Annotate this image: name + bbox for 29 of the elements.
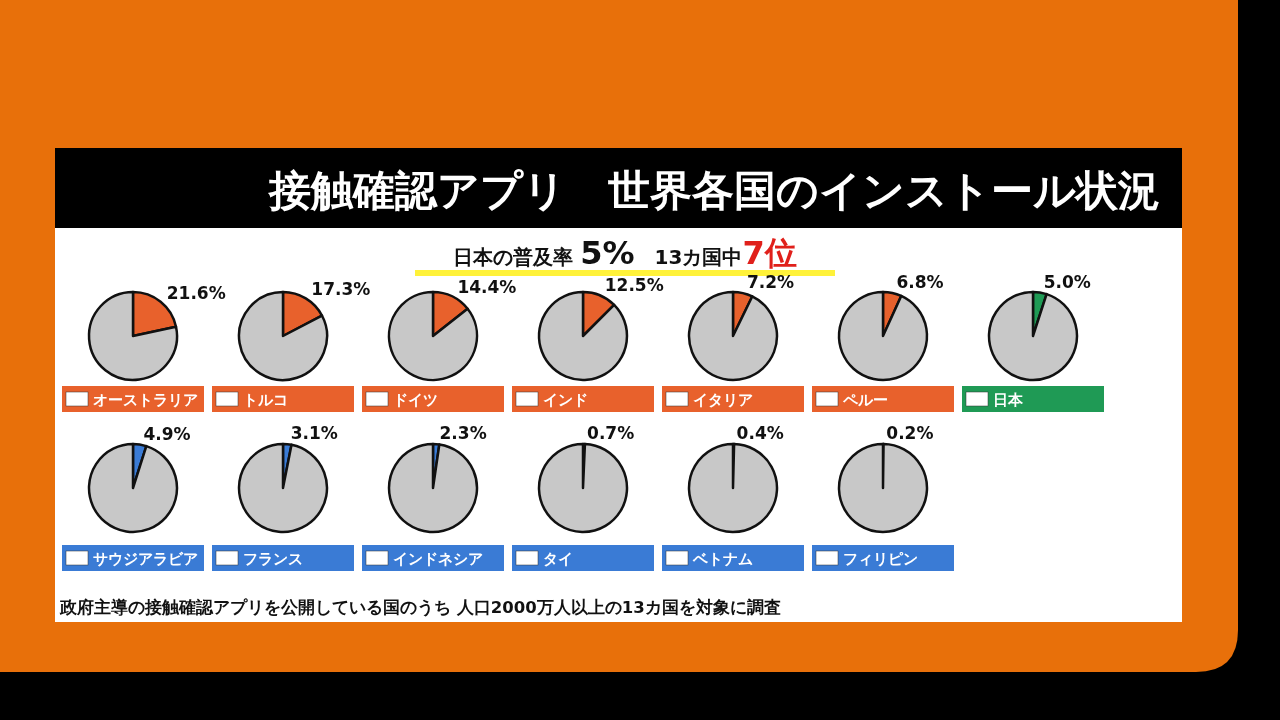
data-label: 0.2%: [886, 423, 934, 443]
text: オーストラリア: [93, 391, 198, 409]
text: 日本の普及率 5% 13カ国中7位: [453, 234, 797, 272]
text: 接触確認アプリ 世界各国のインストール状況: [267, 166, 1160, 215]
data-label: 6.8%: [896, 272, 944, 293]
data-label: 14.4%: [457, 276, 517, 297]
data-label: 7.2%: [746, 272, 795, 293]
data-label: 12.5%: [604, 275, 664, 296]
data-label: 0.7%: [587, 423, 635, 444]
text: 日本: [993, 391, 1024, 409]
data-label: 21.6%: [166, 283, 226, 304]
text: トルコ: [243, 391, 288, 409]
data-label: 5.0%: [1043, 271, 1091, 292]
text: 政府主導の接触確認アプリを公開している国のうち 人口2000万人以上の13カ国を対象に調査: [59, 598, 781, 617]
text: ドイツ: [393, 391, 438, 409]
text: フランス: [243, 550, 303, 568]
text: ベトナム: [692, 550, 753, 568]
data-label: 4.9%: [143, 423, 191, 444]
text: インドネシア: [393, 550, 483, 568]
text: ペルー: [842, 391, 888, 409]
text: フィリピン: [843, 550, 918, 568]
text: インド: [543, 391, 588, 409]
data-label: 2.3%: [439, 423, 487, 444]
data-label: 3.1%: [290, 423, 338, 444]
text: サウジアラビア: [93, 550, 198, 568]
data-label: 17.3%: [311, 278, 371, 299]
text: イタリア: [693, 391, 753, 409]
data-label: 0.4%: [736, 423, 784, 443]
text: タイ: [543, 550, 573, 568]
